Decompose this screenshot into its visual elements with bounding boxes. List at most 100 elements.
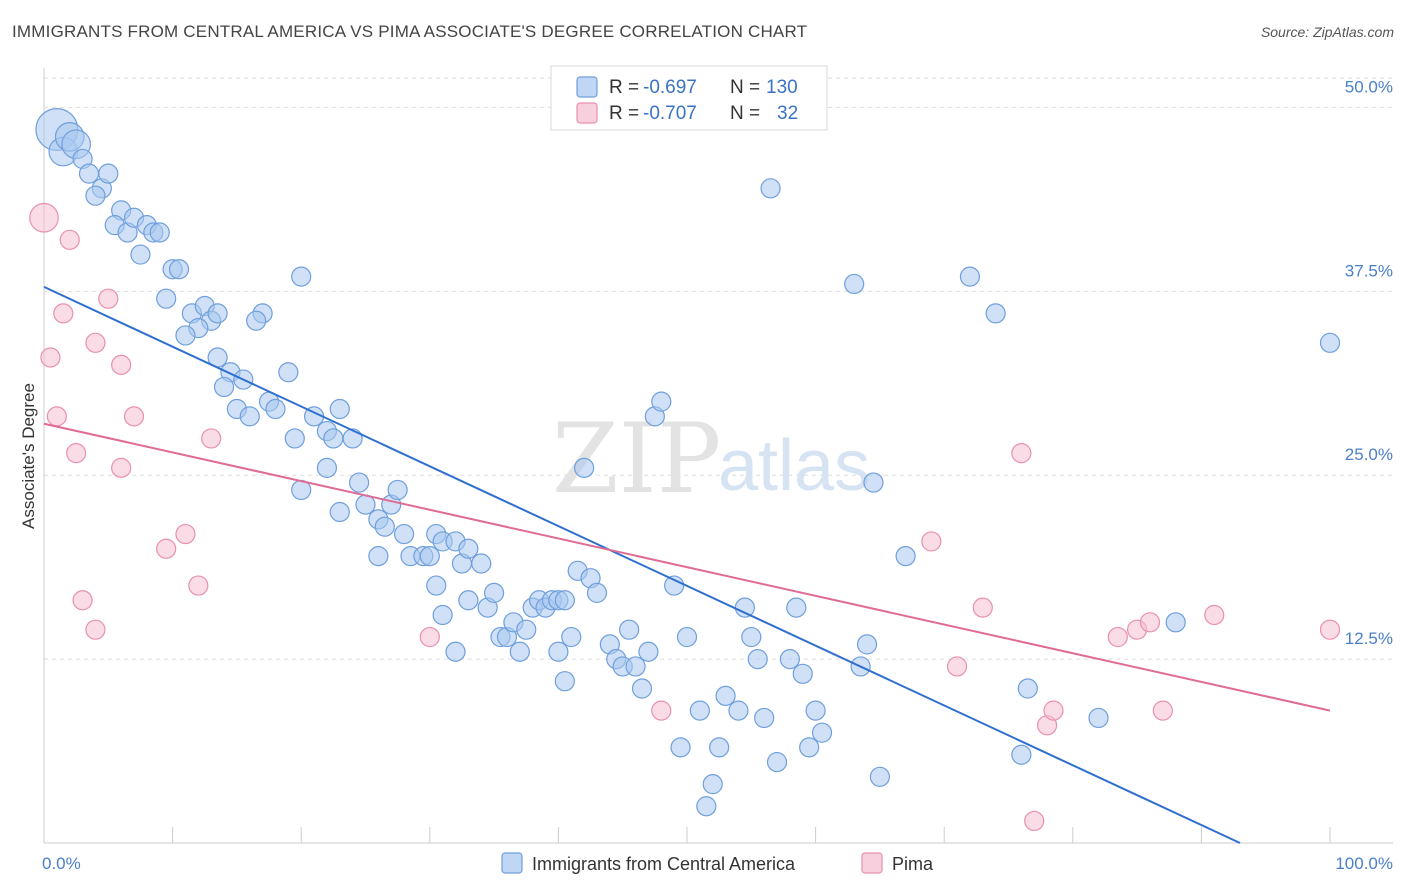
immigrants-point <box>811 722 833 743</box>
immigrants-point <box>291 266 312 287</box>
immigrants-point <box>342 428 363 449</box>
immigrants-point <box>747 649 768 670</box>
immigrants-point <box>805 700 826 721</box>
immigrants-point <box>329 501 350 523</box>
immigrants-point <box>278 362 299 383</box>
immigrants-point <box>1011 744 1032 765</box>
immigrants-point <box>779 649 800 670</box>
legend-n-label: N = <box>730 77 760 98</box>
immigrants-point <box>85 185 106 206</box>
immigrants-point <box>329 398 350 420</box>
pima-point <box>85 332 106 353</box>
immigrants-point <box>458 538 479 559</box>
immigrants-point <box>432 604 453 626</box>
pima-point <box>59 229 80 250</box>
pima-point <box>188 575 209 596</box>
legend-n-value: 32 <box>777 103 798 124</box>
legend-r-label: R = <box>609 103 639 124</box>
series-immigrants-points <box>35 107 1341 817</box>
pima-trend-line <box>43 422 1331 712</box>
y-tick-label: 25.0% <box>1345 445 1393 464</box>
pima-point <box>1043 700 1064 721</box>
legend: R = -0.697 N = 130 R = -0.707 N = 32 <box>550 65 828 131</box>
immigrants-point <box>664 575 685 596</box>
source-label: Source: ZipAtlas.com <box>1260 24 1394 40</box>
immigrants-point <box>458 590 479 611</box>
immigrants-point <box>323 428 344 449</box>
immigrants-point <box>869 766 891 787</box>
immigrants-point <box>670 737 691 758</box>
x-tick-labels: 0.0% 100.0% <box>42 854 1393 873</box>
pima-point <box>46 406 67 427</box>
immigrants-point <box>1165 612 1186 633</box>
immigrants-trend-line <box>43 285 1241 844</box>
immigrants-point <box>426 575 447 596</box>
pima-point <box>40 347 61 368</box>
immigrants-point <box>548 641 569 662</box>
immigrants-point <box>1017 678 1038 699</box>
pima-point <box>651 700 672 721</box>
immigrants-point <box>760 178 781 199</box>
immigrants-point <box>246 310 267 331</box>
immigrants-point <box>709 737 730 758</box>
pima-point <box>946 656 968 677</box>
immigrants-point <box>239 406 260 427</box>
immigrants-point <box>561 626 582 648</box>
immigrants-point <box>374 516 395 537</box>
pima-point <box>201 428 222 449</box>
pima-point <box>98 288 119 309</box>
pima-point <box>175 523 196 545</box>
immigrants-point <box>509 641 530 662</box>
immigrants-point <box>265 398 286 420</box>
watermark-atlas: atlas <box>718 426 870 506</box>
bottom-legend: Immigrants from Central America Pima <box>501 852 934 874</box>
immigrants-point <box>631 678 653 699</box>
bottom-legend-immigrants: Immigrants from Central America <box>532 854 796 874</box>
immigrants-point <box>368 546 389 567</box>
immigrants-point <box>484 582 505 604</box>
axes <box>43 68 1393 844</box>
immigrants-point <box>98 163 119 184</box>
immigrants-point <box>207 303 228 324</box>
immigrants-point <box>156 288 177 309</box>
pima-point <box>1107 626 1128 648</box>
chart-title: IMMIGRANTS FROM CENTRAL AMERICA VS PIMA … <box>12 22 808 41</box>
pima-point <box>123 406 145 427</box>
legend-r-label: R = <box>609 77 639 98</box>
pima-point <box>1024 810 1045 832</box>
immigrants-point <box>355 494 376 515</box>
bottom-legend-swatch-immigrants <box>501 852 523 874</box>
legend-r-value: -0.697 <box>643 77 697 98</box>
immigrants-point <box>393 523 415 545</box>
y-tick-label: 37.5% <box>1345 261 1393 280</box>
legend-swatch-immigrants <box>576 76 598 98</box>
pima-point <box>72 590 93 611</box>
immigrants-point <box>792 663 813 684</box>
pima-point <box>921 531 942 552</box>
legend-n-value: 130 <box>766 77 798 98</box>
pima-point <box>1011 443 1032 464</box>
immigrants-point <box>168 259 190 280</box>
immigrants-point <box>387 479 408 501</box>
pima-point <box>1139 612 1161 633</box>
immigrants-point <box>638 641 659 662</box>
immigrants-point <box>516 619 537 640</box>
immigrants-point <box>786 597 807 618</box>
y-tick-label: 12.5% <box>1345 629 1393 648</box>
immigrants-point <box>445 641 466 662</box>
y-axis-label: Associate's Degree <box>19 383 38 529</box>
pima-point <box>85 619 106 640</box>
pima-point <box>111 354 132 375</box>
pima-point <box>1319 619 1341 640</box>
immigrants-point <box>419 546 440 567</box>
immigrants-point <box>175 325 196 346</box>
immigrants-point <box>754 707 775 729</box>
immigrants-point <box>149 222 170 243</box>
immigrants-point <box>284 428 305 449</box>
series-pima-points <box>29 202 1341 832</box>
immigrants-point <box>959 266 981 287</box>
y-tick-label: 50.0% <box>1345 77 1393 96</box>
y-tick-labels: 12.5% 25.0% 37.5% 50.0% <box>1345 77 1393 648</box>
pima-point <box>1204 604 1225 626</box>
